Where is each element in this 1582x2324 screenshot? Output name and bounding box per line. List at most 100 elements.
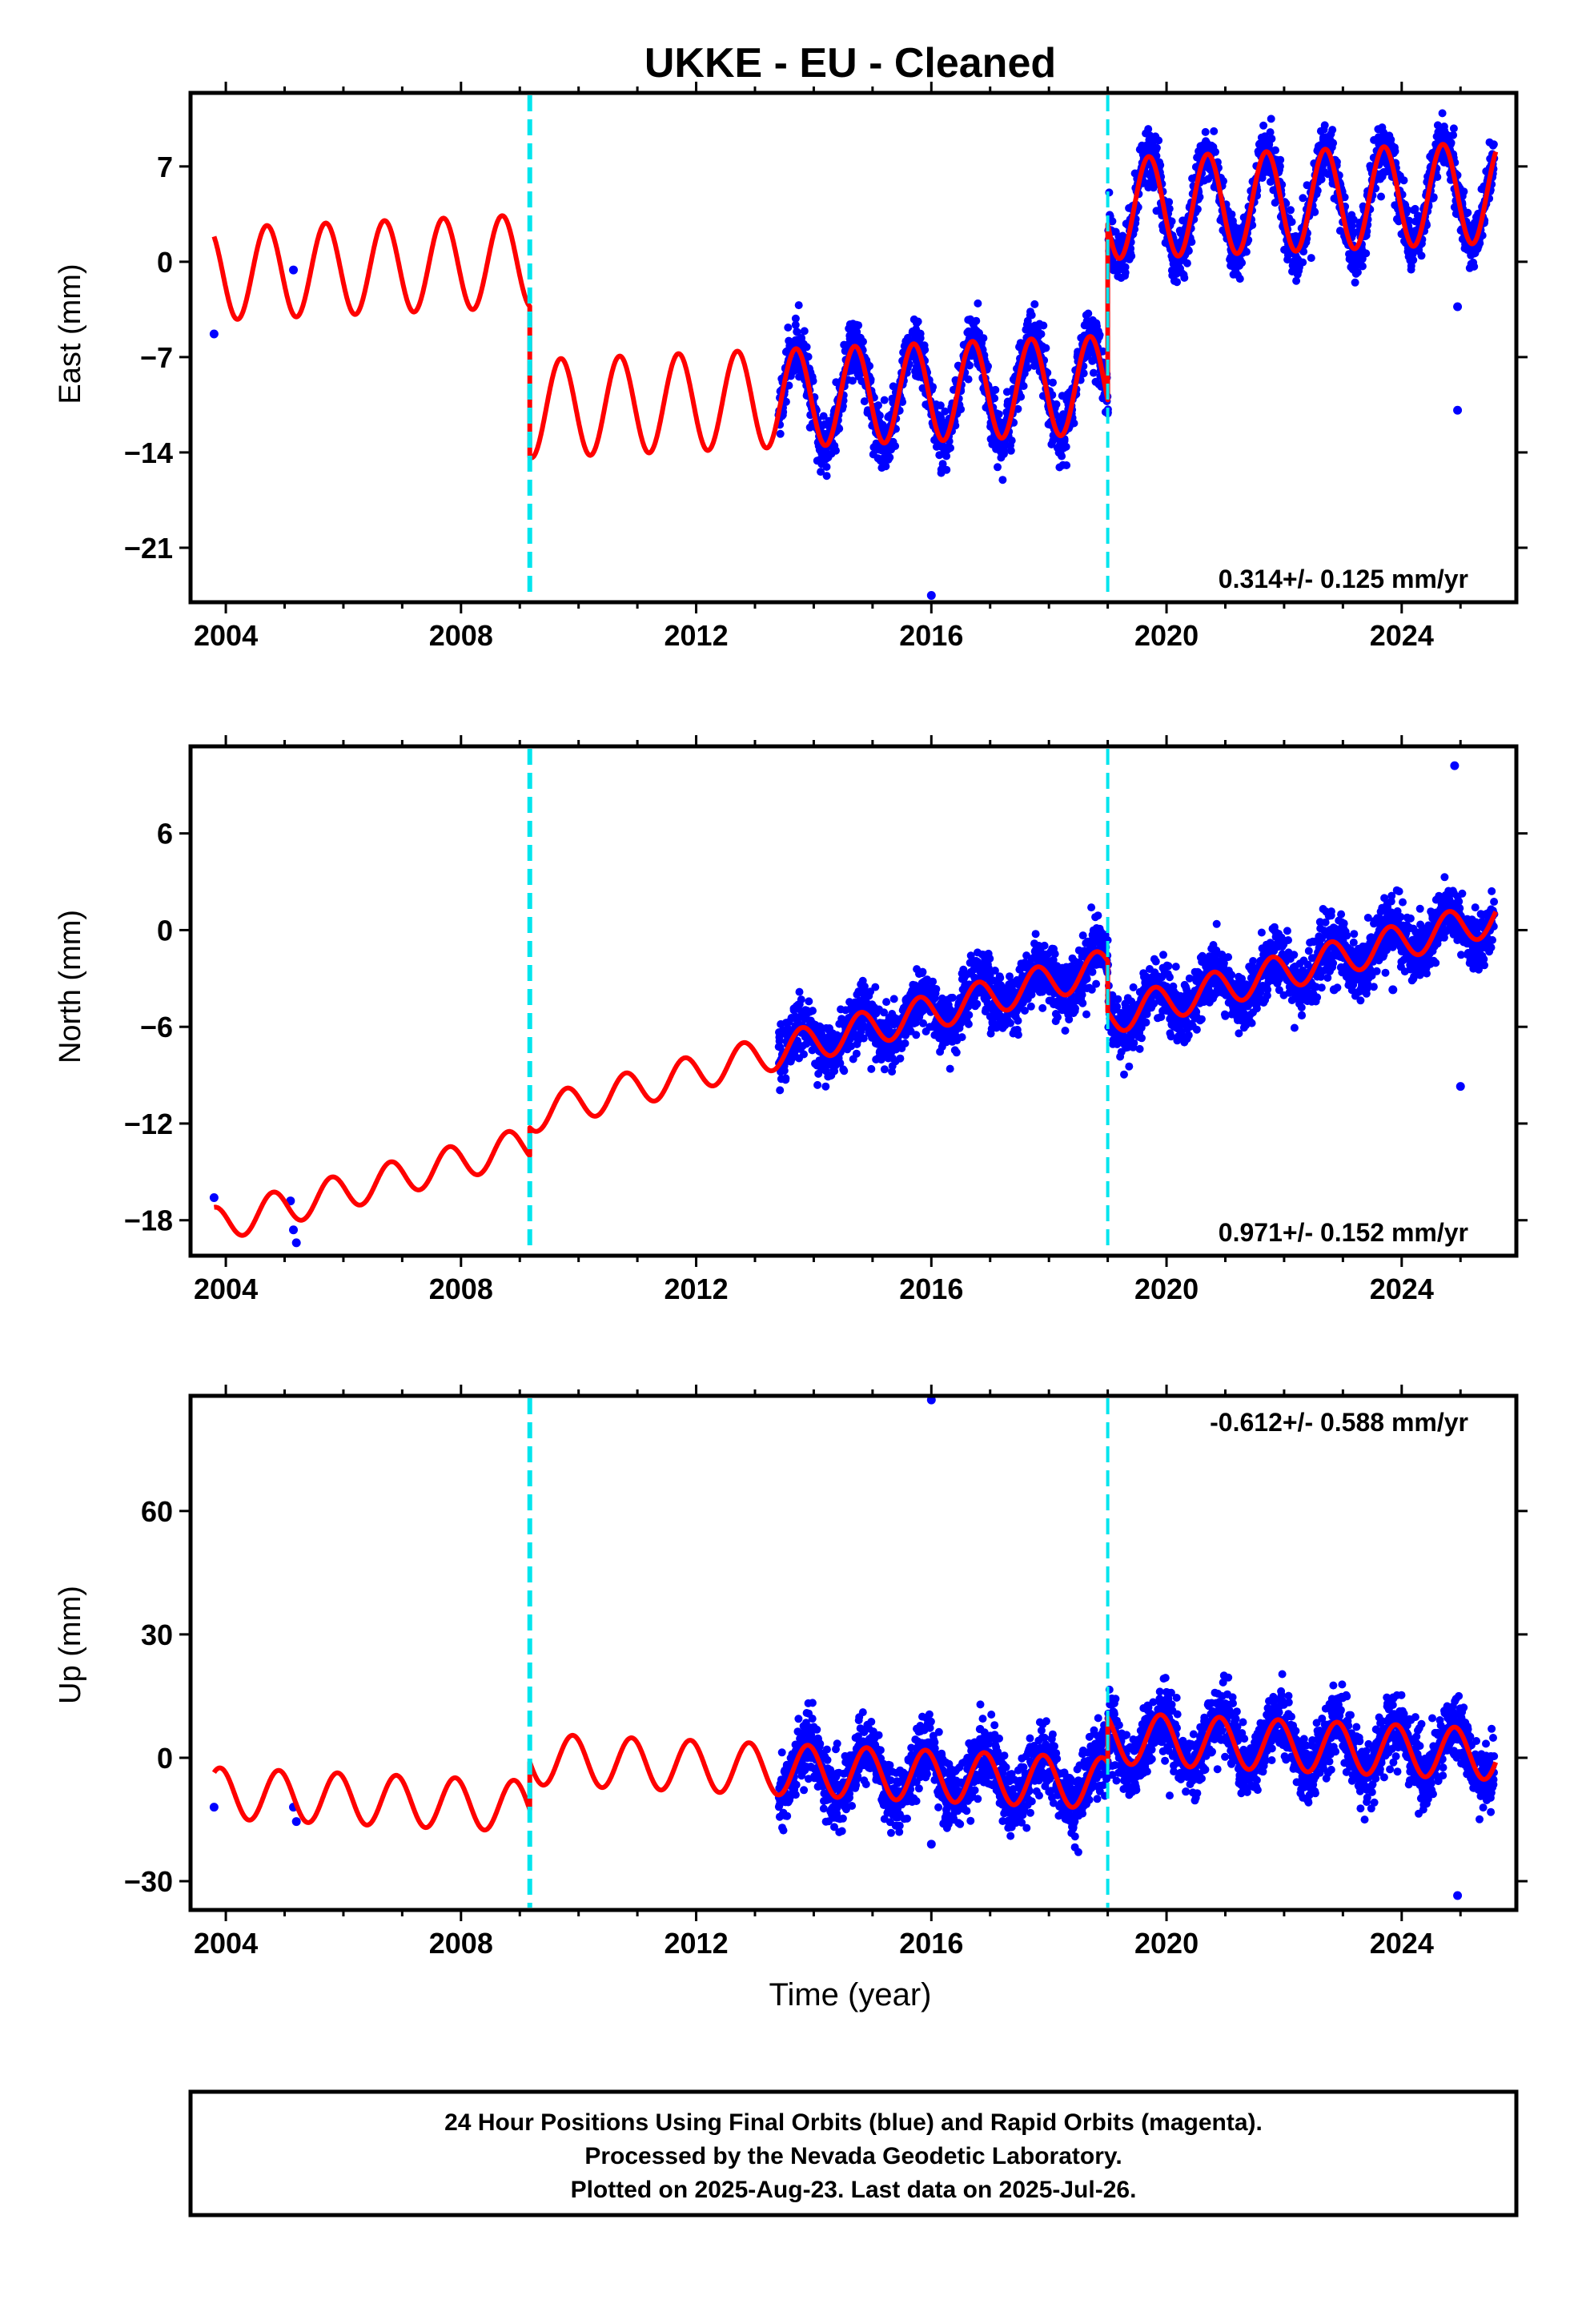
east-data-point [822, 463, 831, 471]
east-data-point [1121, 268, 1130, 277]
east-data-point [1039, 321, 1048, 330]
north-data-point [1125, 1062, 1134, 1071]
east-data-point [1267, 135, 1276, 143]
east-data-point [929, 383, 938, 392]
east-outlier-point [289, 265, 299, 275]
north-x-tick-label: 2024 [1370, 1273, 1434, 1305]
east-data-point [1182, 259, 1191, 267]
east-y-tick-label: 7 [157, 151, 173, 183]
east-data-point [881, 462, 890, 471]
east-data-point [819, 412, 828, 420]
north-data-point [1040, 941, 1049, 950]
east-data-point [1042, 344, 1050, 352]
east-data-point [1084, 309, 1093, 318]
east-x-tick-label: 2004 [194, 619, 258, 652]
east-data-point [1391, 147, 1399, 155]
east-data-point [1000, 449, 1008, 458]
east-data-point [1049, 378, 1057, 387]
east-data-point [1362, 249, 1371, 258]
north-data-point [1078, 999, 1087, 1007]
east-x-tick-label: 2012 [665, 619, 729, 652]
east-outlier-point [209, 329, 219, 339]
east-data-point [1019, 382, 1028, 390]
east-data-point [859, 337, 867, 346]
east-data-point [1409, 255, 1418, 264]
north-data-point [1092, 979, 1101, 988]
east-data-point [941, 407, 950, 416]
east-data-point [1210, 127, 1219, 135]
east-data-point [1037, 330, 1046, 339]
east-data-point [1438, 109, 1447, 118]
north-data-point [958, 1033, 966, 1042]
east-data-point [797, 334, 806, 342]
north-data-point [1082, 975, 1091, 983]
east-data-point [804, 352, 813, 361]
north-data-point [1135, 1044, 1144, 1053]
east-data-point [1287, 218, 1296, 227]
north-data-point [1224, 953, 1233, 962]
east-data-point [1271, 146, 1279, 155]
east-data-point [1062, 461, 1071, 469]
east-data-point [1464, 208, 1472, 217]
east-data-point [1089, 368, 1098, 377]
north-data-point [781, 1074, 790, 1083]
north-data-point [1212, 919, 1221, 928]
north-data-point [1088, 967, 1097, 976]
east-data-point [1317, 175, 1326, 183]
east-data-point [1023, 364, 1032, 372]
east-data-point [1358, 262, 1367, 271]
east-outlier-point [926, 590, 936, 600]
north-data-point [996, 974, 1005, 982]
east-data-point [817, 468, 825, 476]
east-data-point [1014, 404, 1022, 413]
east-data-point [809, 376, 817, 385]
north-data-point [973, 999, 982, 1008]
east-data-point [776, 429, 785, 438]
east-data-point [1351, 278, 1359, 287]
east-data-point [885, 453, 894, 462]
north-y-tick-label: 0 [157, 914, 173, 947]
north-x-tick-label: 2004 [194, 1273, 258, 1305]
east-data-point [860, 397, 869, 406]
east-data-point [1320, 121, 1329, 130]
north-data-point [795, 987, 804, 996]
east-data-point [946, 444, 954, 452]
north-data-point [805, 997, 813, 1006]
north-data-point [1171, 963, 1180, 971]
north-data-point [1014, 1031, 1022, 1039]
east-data-point [964, 375, 973, 384]
east-data-point [1152, 143, 1161, 152]
east-data-point [1307, 254, 1315, 263]
north-data-point [852, 1049, 861, 1058]
east-data-point [865, 362, 874, 370]
east-x-tick-label: 2020 [1134, 619, 1199, 652]
north-y-axis-label: North (mm) [54, 910, 87, 1063]
north-data-point [871, 983, 880, 991]
north-data-point [1114, 995, 1122, 1003]
east-data-point [1470, 262, 1479, 271]
east-data-point [1449, 124, 1458, 133]
east-data-point [1052, 400, 1061, 408]
east-data-point [794, 301, 803, 310]
east-data-point [832, 446, 840, 455]
east-data-point [898, 398, 907, 406]
east-data-point [921, 345, 930, 354]
north-data-point [1054, 1013, 1062, 1022]
east-data-point [785, 381, 793, 390]
north-data-point [1050, 950, 1059, 959]
north-data-point [780, 1066, 789, 1075]
north-data-point [1078, 991, 1086, 999]
east-data-point [1027, 311, 1036, 320]
east-data-point [1299, 194, 1307, 203]
east-data-point [784, 324, 793, 332]
east-data-point [800, 327, 809, 336]
east-data-point [1030, 300, 1039, 308]
north-data-point [1087, 903, 1096, 912]
east-data-point [1399, 176, 1408, 185]
north-data-point [946, 1064, 954, 1073]
north-data-point [1159, 951, 1167, 959]
east-data-point [957, 405, 966, 414]
north-data-point [1129, 983, 1138, 991]
north-data-point [1197, 1015, 1206, 1023]
